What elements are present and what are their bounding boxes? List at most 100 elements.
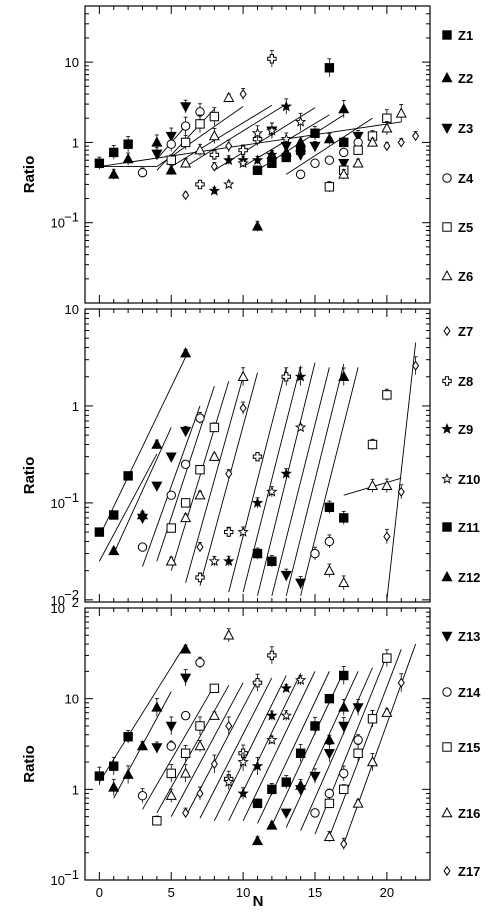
point-z10 [266, 734, 278, 745]
point-z12 [136, 740, 149, 751]
legend-item-z5: Z5 [442, 220, 473, 235]
point-z8 [252, 451, 263, 462]
legend-item-z1: Z1 [442, 28, 473, 43]
point-z17 [412, 360, 420, 371]
point-z13 [165, 721, 177, 733]
point-z8 [195, 179, 205, 190]
point-z10 [266, 485, 278, 497]
legend-label-z1: Z1 [458, 28, 473, 43]
point-z16 [381, 706, 393, 717]
fit-line [328, 649, 402, 837]
point-z8 [209, 150, 220, 160]
point-z5 [209, 111, 220, 122]
series-z13 [136, 425, 307, 589]
fit-line [242, 671, 316, 821]
legend-marker-z7 [443, 325, 451, 337]
point-z11 [324, 502, 335, 513]
legend-item-z16: Z16 [441, 806, 480, 821]
point-z11 [123, 732, 133, 742]
legend-label-z6: Z6 [458, 269, 473, 284]
panel-1-y-axis: 10 −1 1 10 [51, 5, 430, 304]
legend-label-z5: Z5 [458, 220, 473, 235]
point-z17 [182, 807, 190, 818]
y-tick-label: 1 [72, 135, 79, 150]
series-z10 [223, 674, 307, 790]
y-tick-label: 10 −2 [51, 587, 79, 608]
series-z7 [182, 88, 420, 201]
point-z2 [108, 168, 120, 179]
point-z14 [137, 542, 148, 552]
fit-line [199, 372, 258, 586]
legend-label-z15: Z15 [458, 740, 480, 755]
legend-marker-z16 [441, 806, 453, 818]
point-z13 [136, 513, 149, 524]
point-z5 [324, 182, 335, 192]
point-z4 [295, 169, 306, 180]
legend-label-z10: Z10 [458, 472, 480, 487]
point-z10 [237, 526, 249, 537]
point-z12 [338, 701, 350, 712]
point-z14 [310, 548, 320, 559]
series-z8 [224, 646, 277, 787]
point-z12 [180, 347, 192, 358]
series-z6 [180, 91, 407, 180]
point-z15 [209, 422, 220, 433]
x-tick-label: 10 [236, 885, 250, 900]
point-z10 [223, 776, 235, 787]
point-z10 [237, 756, 249, 767]
legend-label-z8: Z8 [458, 374, 473, 389]
series-z8 [195, 367, 291, 583]
point-z3 [295, 150, 307, 161]
point-z13 [180, 673, 192, 684]
point-z1 [267, 158, 277, 168]
y-tick-label-base: 10 [51, 216, 65, 231]
fit-line [98, 643, 187, 783]
point-z16 [352, 797, 364, 808]
point-z4 [166, 139, 176, 149]
point-z16 [180, 511, 192, 523]
point-z11 [324, 693, 335, 704]
point-z17 [397, 486, 405, 497]
panel-1-plot-area [84, 5, 431, 304]
legend-item-z2: Z2 [441, 71, 473, 86]
y-tick-label-base: 1 [72, 135, 79, 150]
series-z1 [94, 58, 349, 175]
point-z7 [412, 130, 420, 142]
point-z14 [324, 788, 335, 799]
point-z12 [180, 643, 192, 654]
point-z5 [195, 119, 205, 129]
point-z4 [324, 155, 335, 165]
point-z16 [381, 479, 393, 491]
y-tick-label: 10 [65, 692, 79, 707]
point-z9 [251, 496, 264, 508]
legend-item-z8: Z8 [442, 374, 473, 389]
point-z5 [180, 137, 191, 148]
point-z15 [180, 748, 191, 758]
fit-lines [98, 342, 417, 600]
point-z11 [281, 777, 291, 787]
y-tick-label: 10 [65, 55, 79, 70]
panel-1-y-label: Ratio [21, 156, 38, 194]
point-z11 [267, 784, 277, 795]
point-z14 [166, 741, 176, 751]
point-z9 [266, 148, 278, 160]
point-z15 [339, 784, 349, 795]
panel-1-legend: Z1 Z2 Z3 Z4 Z5 Z6 [441, 28, 474, 284]
y-tick-label-base: 1 [72, 782, 79, 797]
point-z14 [137, 791, 148, 801]
fit-line [156, 685, 230, 814]
y-tick-label: 10 −1 [51, 210, 79, 231]
point-z16 [208, 450, 220, 461]
point-z16 [194, 740, 206, 751]
point-z4 [310, 158, 320, 168]
series-z10 [223, 112, 307, 190]
panel-2-plot-area [84, 308, 431, 603]
point-z15 [195, 721, 205, 731]
series-z15 [152, 649, 392, 826]
legend-item-z14: Z14 [442, 685, 481, 700]
point-z11 [123, 471, 133, 481]
point-z16 [323, 564, 335, 575]
panel-2-legend: Z7 Z8 Z9 Z10 Z11 Z12 [441, 324, 480, 585]
